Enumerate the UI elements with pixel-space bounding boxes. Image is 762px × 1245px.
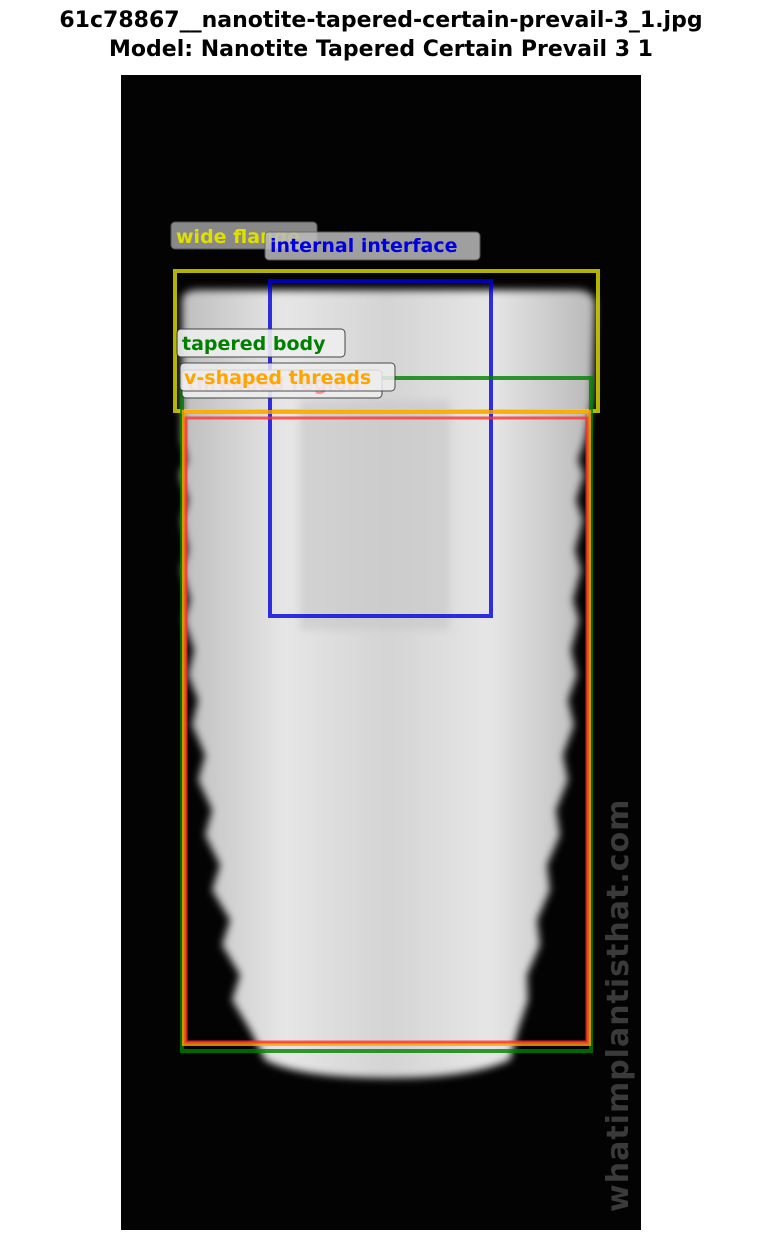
label: tapered body bbox=[182, 333, 326, 355]
box-internal-interface bbox=[268, 279, 493, 618]
subtitle: Model: Nanotite Tapered Certain Prevail … bbox=[109, 37, 653, 62]
label: v-shaped threads bbox=[184, 367, 371, 389]
implant bbox=[180, 290, 595, 1078]
label: internal interface bbox=[270, 235, 457, 257]
label-bg bbox=[179, 362, 396, 392]
label-bg bbox=[176, 328, 346, 358]
box-threaded-region bbox=[184, 416, 589, 1044]
title: 61c78867__nanotite-tapered-certain-preva… bbox=[59, 8, 702, 33]
labels: wide flange internal interface tapered b… bbox=[170, 221, 481, 399]
box-v-shaped-threads bbox=[182, 410, 591, 1046]
label-bg bbox=[264, 231, 481, 261]
watermark: whatimplantisthat.com bbox=[601, 799, 636, 1212]
